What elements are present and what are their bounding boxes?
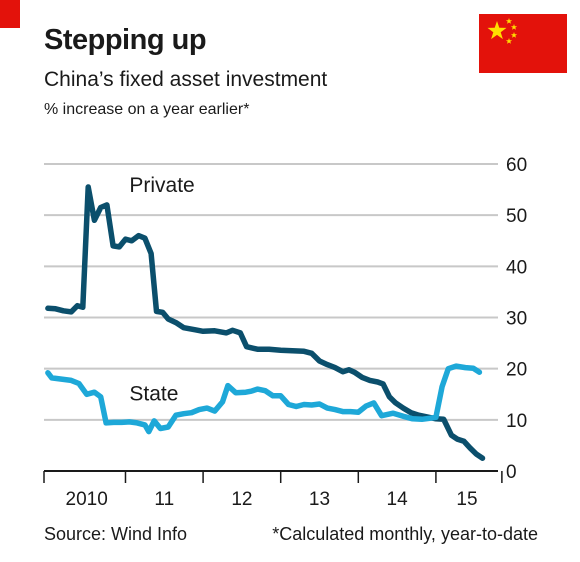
flag-field <box>479 14 567 73</box>
series-label-state: State <box>129 382 178 405</box>
brand-red-tag <box>0 0 20 28</box>
footnote: *Calculated monthly, year-to-date <box>272 524 538 544</box>
flag-star-small <box>505 18 513 24</box>
x-tick-label: 2010 <box>66 489 108 510</box>
x-tick-label: 14 <box>387 489 409 510</box>
y-tick-label: 40 <box>506 257 527 278</box>
series-label-private: Private <box>129 174 194 197</box>
flag-star-small <box>510 32 518 38</box>
source-note: Source: Wind Info <box>44 524 188 544</box>
china-flag-icon <box>479 14 567 73</box>
y-tick-label: 60 <box>506 155 527 176</box>
series-line-state <box>45 363 483 435</box>
unit-note: % increase on a year earlier* <box>44 101 250 118</box>
x-tick-label: 13 <box>309 489 330 510</box>
y-tick-label: 50 <box>506 206 527 227</box>
chart-subtitle: China’s fixed asset investment <box>44 68 328 91</box>
x-tick-label: 11 <box>154 489 174 510</box>
x-tick-label: 12 <box>231 489 252 510</box>
y-tick-label: 0 <box>506 462 517 483</box>
flag-star-small <box>510 24 518 30</box>
chart-title: Stepping up <box>44 24 207 56</box>
y-tick-label: 20 <box>506 360 527 381</box>
y-tick-label: 10 <box>506 411 527 432</box>
x-tick-label: 15 <box>456 489 477 510</box>
flag-star-large <box>487 21 507 40</box>
flag-star-small <box>505 38 513 44</box>
series-line-private <box>45 184 486 461</box>
y-tick-label: 30 <box>506 309 527 330</box>
